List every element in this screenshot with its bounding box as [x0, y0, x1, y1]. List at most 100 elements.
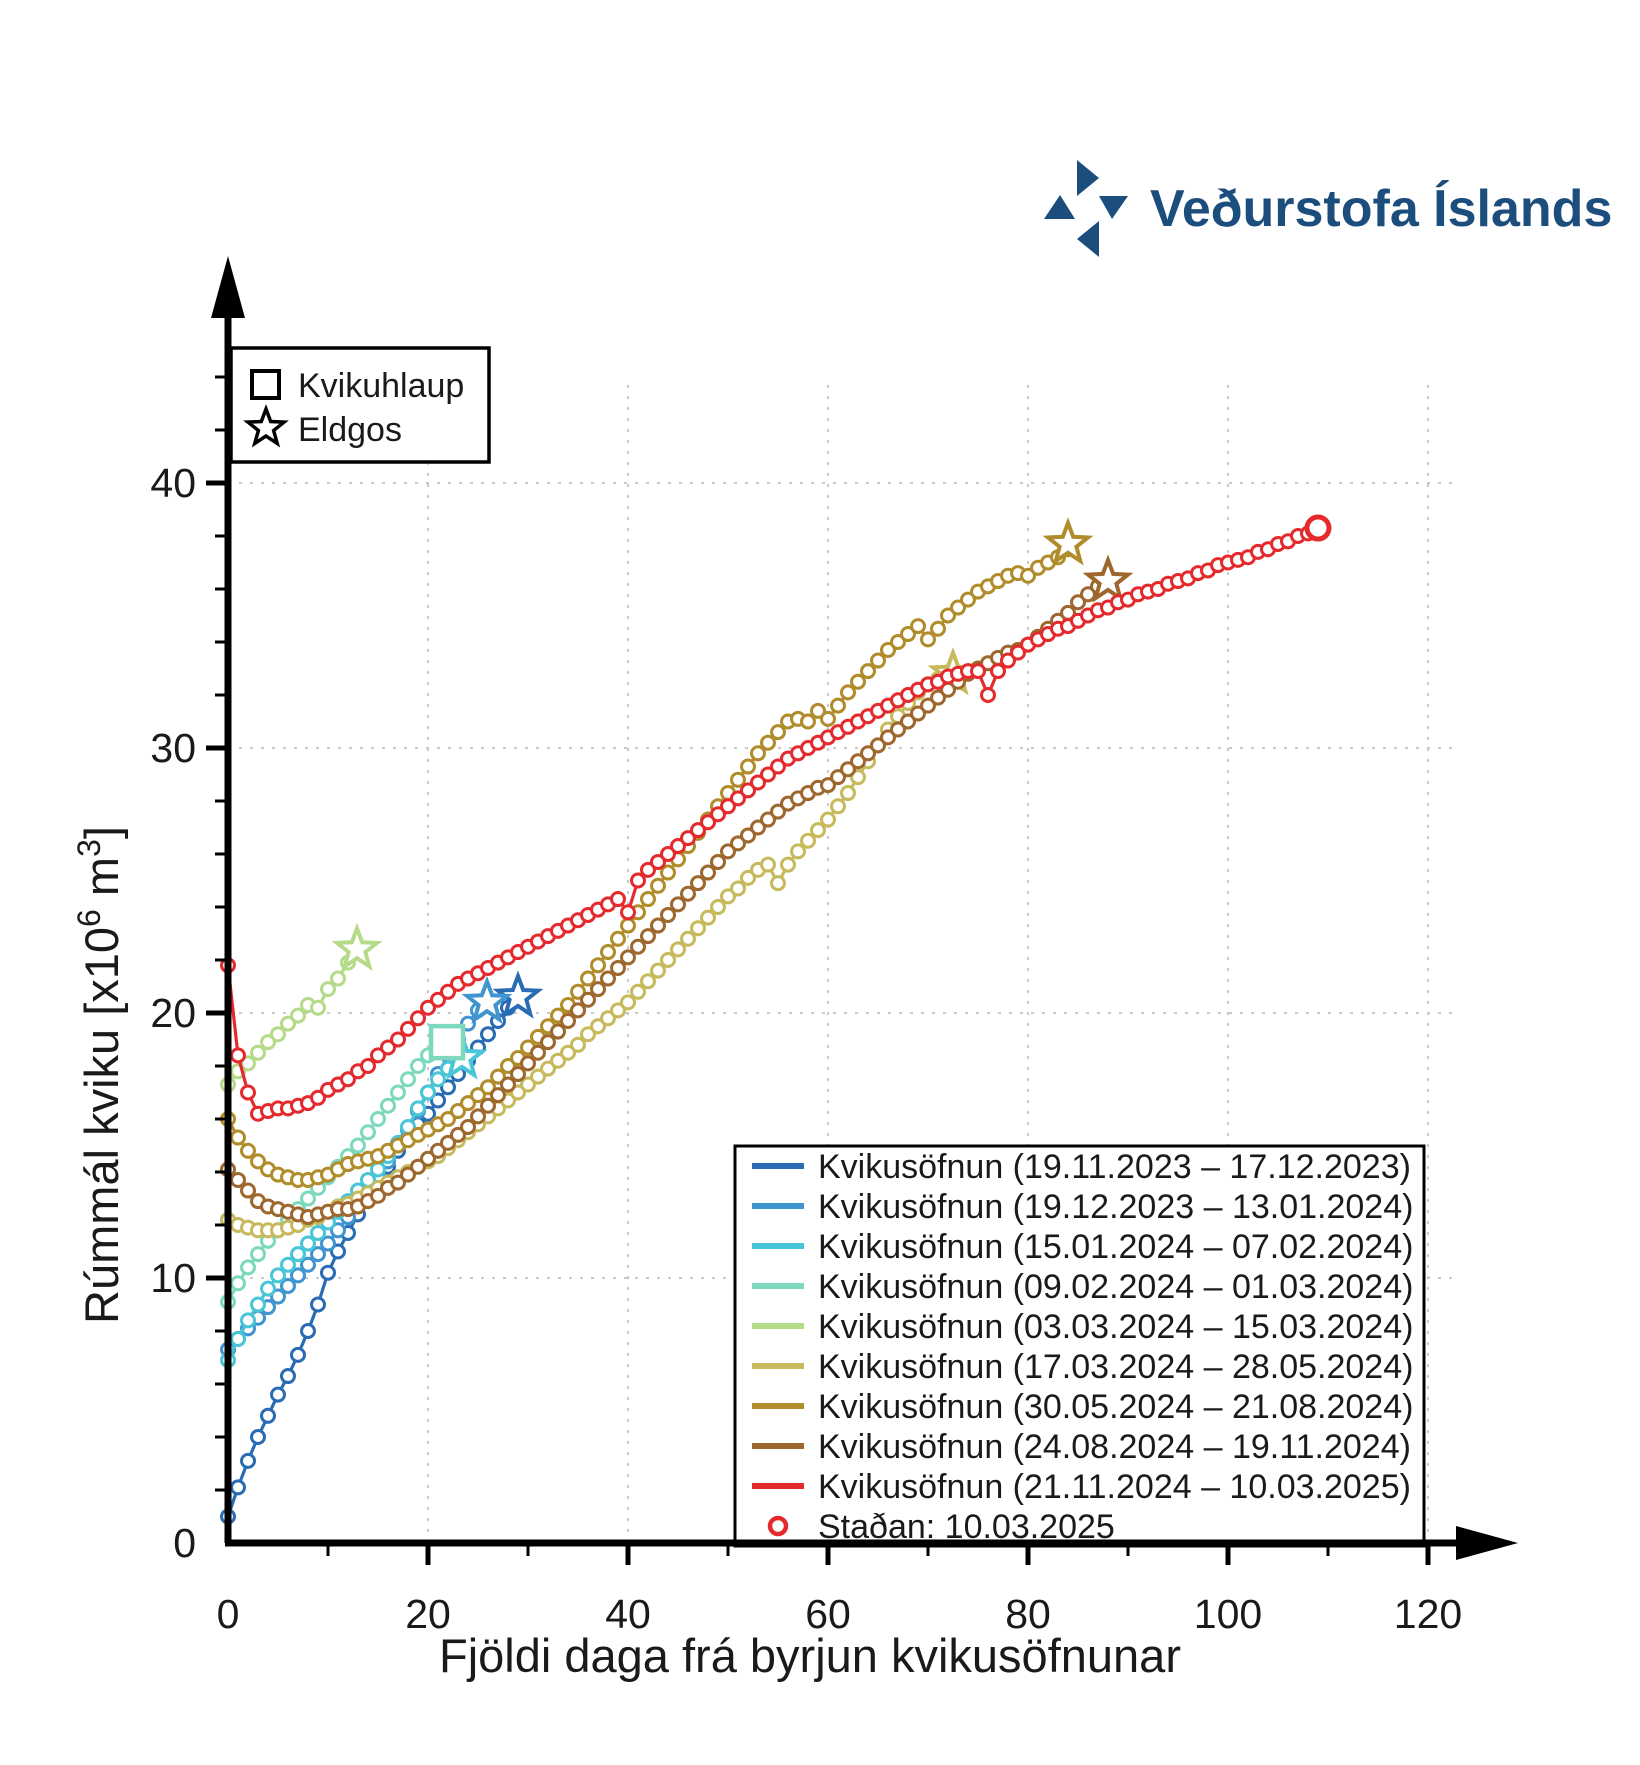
data-point	[280, 1015, 296, 1032]
data-point	[730, 880, 746, 897]
axes: 0 20 40 60 80 100 120 0 10 20 30 40	[150, 256, 1518, 1637]
x-tick-label: 60	[805, 1591, 851, 1637]
data-point	[310, 999, 326, 1016]
data-point	[430, 1142, 446, 1159]
y-tick-label: 0	[173, 1520, 196, 1566]
data-point	[390, 1174, 406, 1191]
series-9	[220, 514, 1332, 1122]
data-point	[230, 1129, 246, 1146]
data-point	[520, 1055, 536, 1072]
data-point	[420, 1150, 436, 1167]
data-point	[810, 702, 826, 719]
marker-legend: Kvikuhlaup Eldgos	[229, 346, 491, 464]
data-point	[230, 1275, 246, 1292]
legend-row: Kvikusöfnun (30.05.2024 – 21.08.2024)	[752, 1388, 1413, 1426]
data-point	[260, 1034, 276, 1051]
data-point	[240, 1452, 256, 1469]
data-point	[310, 1224, 326, 1241]
data-point	[870, 737, 886, 754]
x-tick-label: 120	[1394, 1591, 1462, 1637]
data-point	[800, 832, 816, 849]
data-point	[330, 1222, 346, 1239]
data-point	[670, 896, 686, 913]
data-point	[880, 729, 896, 746]
data-point	[790, 843, 806, 860]
data-point	[340, 1071, 356, 1088]
data-point	[930, 689, 946, 706]
series-legend: Kvikusöfnun (19.11.2023 – 17.12.2023) Kvi…	[733, 1144, 1426, 1548]
legend-row: Kvikusöfnun (15.01.2024 – 07.02.2024)	[752, 1228, 1413, 1266]
data-point	[270, 1026, 286, 1043]
data-point	[980, 687, 996, 703]
data-point	[380, 1039, 396, 1056]
data-point	[630, 983, 646, 1000]
data-point	[740, 827, 756, 844]
legend-row-label: Kvikusöfnun (17.03.2024 – 28.05.2024)	[818, 1348, 1413, 1386]
data-point	[300, 1323, 316, 1339]
data-point	[370, 1111, 386, 1127]
brand-logo: Veðurstofa Íslands	[1044, 160, 1612, 257]
data-point	[530, 1044, 546, 1061]
data-point	[550, 1023, 566, 1040]
data-point	[630, 872, 646, 889]
data-point	[920, 631, 936, 648]
data-point	[750, 774, 766, 791]
data-point	[610, 930, 626, 947]
legend-row-label: Kvikusöfnun (30.05.2024 – 21.08.2024)	[818, 1388, 1413, 1426]
data-point	[710, 899, 726, 915]
data-point	[760, 856, 776, 873]
data-point	[270, 1267, 286, 1284]
data-point	[420, 999, 436, 1016]
data-point	[830, 697, 846, 714]
data-point	[480, 1026, 496, 1043]
data-point	[410, 1058, 426, 1074]
data-point	[370, 1161, 386, 1178]
data-point	[740, 782, 756, 799]
data-point	[1020, 567, 1036, 584]
data-point	[660, 846, 676, 862]
legend-swatch-circle	[767, 1515, 789, 1537]
data-point	[580, 1026, 596, 1043]
data-point	[580, 970, 596, 987]
data-series	[220, 514, 1332, 1525]
legend-row-label: Kvikusöfnun (19.11.2023 – 17.12.2023)	[818, 1148, 1411, 1186]
data-point	[230, 1479, 246, 1496]
y-tick-label: 10	[150, 1255, 196, 1301]
x-tick-label: 20	[405, 1591, 451, 1637]
x-axis-arrow	[1456, 1526, 1518, 1560]
data-point	[330, 1243, 346, 1260]
data-point	[830, 769, 846, 786]
data-point	[820, 811, 836, 828]
data-point	[680, 830, 696, 847]
x-axis-title: Fjöldi daga frá byrjun kvikusöfnunar	[439, 1629, 1181, 1682]
data-point	[740, 758, 756, 775]
data-point	[460, 1118, 476, 1135]
data-point	[830, 798, 846, 815]
data-point	[720, 843, 736, 860]
y-tick-label: 40	[150, 460, 196, 506]
data-point	[660, 952, 676, 968]
logo-triangle-top	[1077, 160, 1099, 196]
data-point	[920, 697, 936, 714]
kvikuhlaup-legend-square-icon	[250, 369, 281, 400]
data-point	[300, 1256, 316, 1273]
y-axis-arrow	[211, 256, 245, 318]
data-point	[630, 938, 646, 955]
data-point	[370, 1187, 386, 1204]
data-point	[650, 962, 666, 979]
stadan-circle-marker	[1304, 514, 1332, 542]
eldgos-star-marker	[492, 970, 544, 1019]
data-point	[890, 721, 906, 738]
x-tick-label: 0	[217, 1591, 240, 1637]
data-point	[730, 790, 746, 807]
data-point	[930, 620, 946, 637]
data-point	[710, 853, 726, 870]
data-point	[750, 745, 766, 762]
data-point	[780, 856, 796, 873]
eldgos-star-marker	[461, 975, 513, 1025]
data-point	[400, 1166, 416, 1183]
data-point	[910, 618, 926, 635]
data-point	[280, 1368, 296, 1385]
data-point	[820, 710, 836, 727]
